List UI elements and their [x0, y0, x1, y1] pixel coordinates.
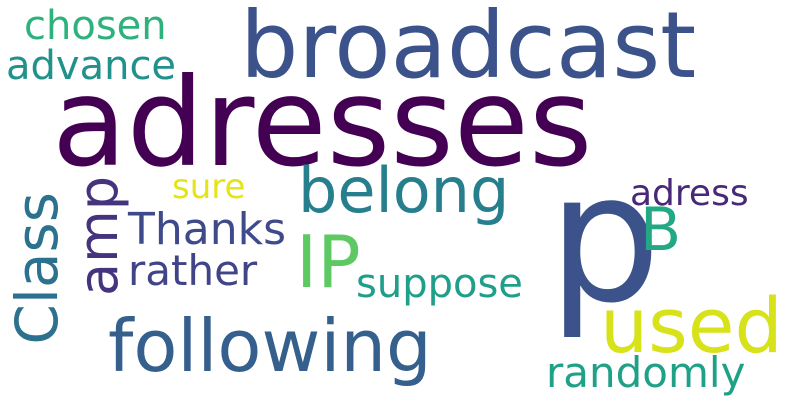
word-amp: amp: [67, 176, 130, 296]
word-belong: belong: [298, 154, 510, 227]
word-p: p: [548, 135, 661, 342]
word-advance: advance: [6, 43, 177, 89]
word-rather: rather: [128, 246, 258, 295]
word-class: Class: [3, 192, 71, 345]
word-b: B: [640, 195, 682, 265]
word-ip: IP: [296, 220, 361, 304]
word-sure: sure: [172, 167, 246, 207]
word-randomly: randomly: [546, 348, 746, 397]
word-thanks: Thanks: [128, 204, 287, 255]
word-adress: adress: [630, 173, 749, 214]
word-suppose: suppose: [356, 261, 523, 307]
word-used: used: [600, 281, 783, 370]
word-adresses: adresses: [52, 52, 593, 194]
word-following: following: [108, 304, 432, 388]
word-broadcast: broadcast: [240, 0, 697, 99]
word-chosen: chosen: [24, 3, 167, 49]
